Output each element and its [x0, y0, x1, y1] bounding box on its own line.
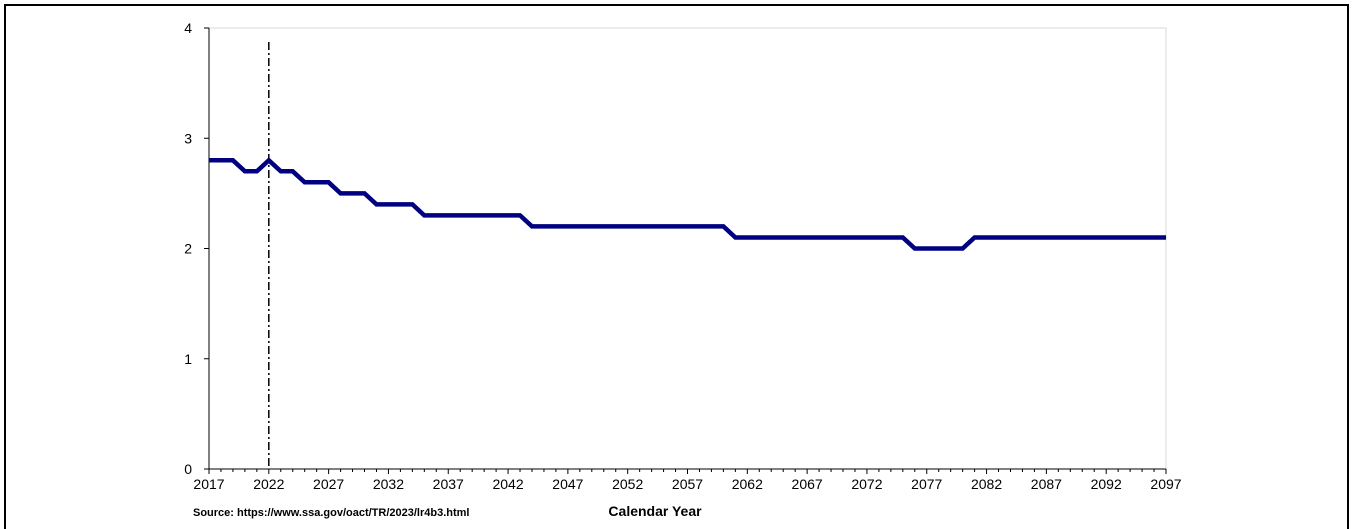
- x-tick-label: 2037: [433, 476, 464, 492]
- x-tick-label: 2077: [911, 476, 942, 492]
- plot-border: [208, 27, 1167, 470]
- x-tick-label: 2097: [1150, 476, 1181, 492]
- x-tick-label: 2027: [313, 476, 344, 492]
- x-tick-label: 2062: [732, 476, 763, 492]
- x-tick-label: 2082: [971, 476, 1002, 492]
- x-tick-label: 2087: [1031, 476, 1062, 492]
- x-tick-label: 2022: [253, 476, 284, 492]
- chart-frame: [4, 4, 1349, 529]
- x-tick-label: 2057: [672, 476, 703, 492]
- x-tick-label: 2072: [851, 476, 882, 492]
- y-tick-label: 1: [184, 351, 192, 367]
- source-note: Source: https://www.ssa.gov/oact/TR/2023…: [193, 507, 470, 519]
- x-tick-label: 2017: [193, 476, 224, 492]
- series-line: [209, 157, 1166, 251]
- x-tick-label: 2092: [1091, 476, 1122, 492]
- y-tick-label: 4: [184, 20, 192, 36]
- x-tick-label: 2042: [492, 476, 523, 492]
- x-tick-label: 2032: [373, 476, 404, 492]
- x-tick-label: 2067: [792, 476, 823, 492]
- plot-area: 0 1 2 3 4 2017 2022 2027 2032 2037 2042 2047 2052 205…: [184, 20, 1182, 492]
- x-tick-label: 2052: [612, 476, 643, 492]
- y-tick-label: 0: [184, 461, 192, 477]
- y-tick-label: 2: [184, 241, 192, 257]
- x-axis-label: Calendar Year: [608, 503, 702, 519]
- x-tick-label: 2047: [552, 476, 583, 492]
- y-tick-label: 3: [184, 130, 192, 146]
